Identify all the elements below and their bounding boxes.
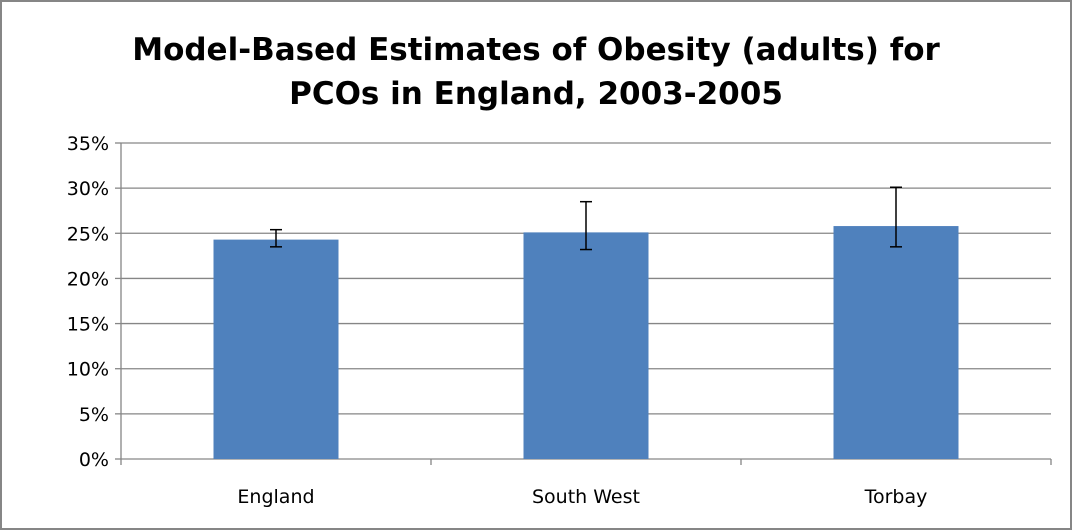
x-tick-label: Torbay bbox=[864, 486, 928, 508]
y-tick-label: 25% bbox=[67, 223, 109, 245]
y-tick-label: 30% bbox=[67, 178, 109, 200]
y-tick-label: 35% bbox=[67, 133, 109, 155]
y-tick-label: 20% bbox=[67, 268, 109, 290]
y-tick-label: 5% bbox=[79, 404, 109, 426]
bar-england bbox=[213, 239, 339, 459]
x-tick-label: South West bbox=[532, 486, 640, 508]
y-tick-label: 0% bbox=[79, 449, 109, 471]
x-tick-label: England bbox=[237, 486, 314, 508]
y-tick-label: 15% bbox=[67, 314, 109, 336]
y-tick-label: 10% bbox=[67, 359, 109, 381]
bar-south-west bbox=[523, 232, 649, 459]
bar-torbay bbox=[833, 226, 959, 459]
chart-title: Model-Based Estimates of Obesity (adults… bbox=[132, 32, 940, 112]
